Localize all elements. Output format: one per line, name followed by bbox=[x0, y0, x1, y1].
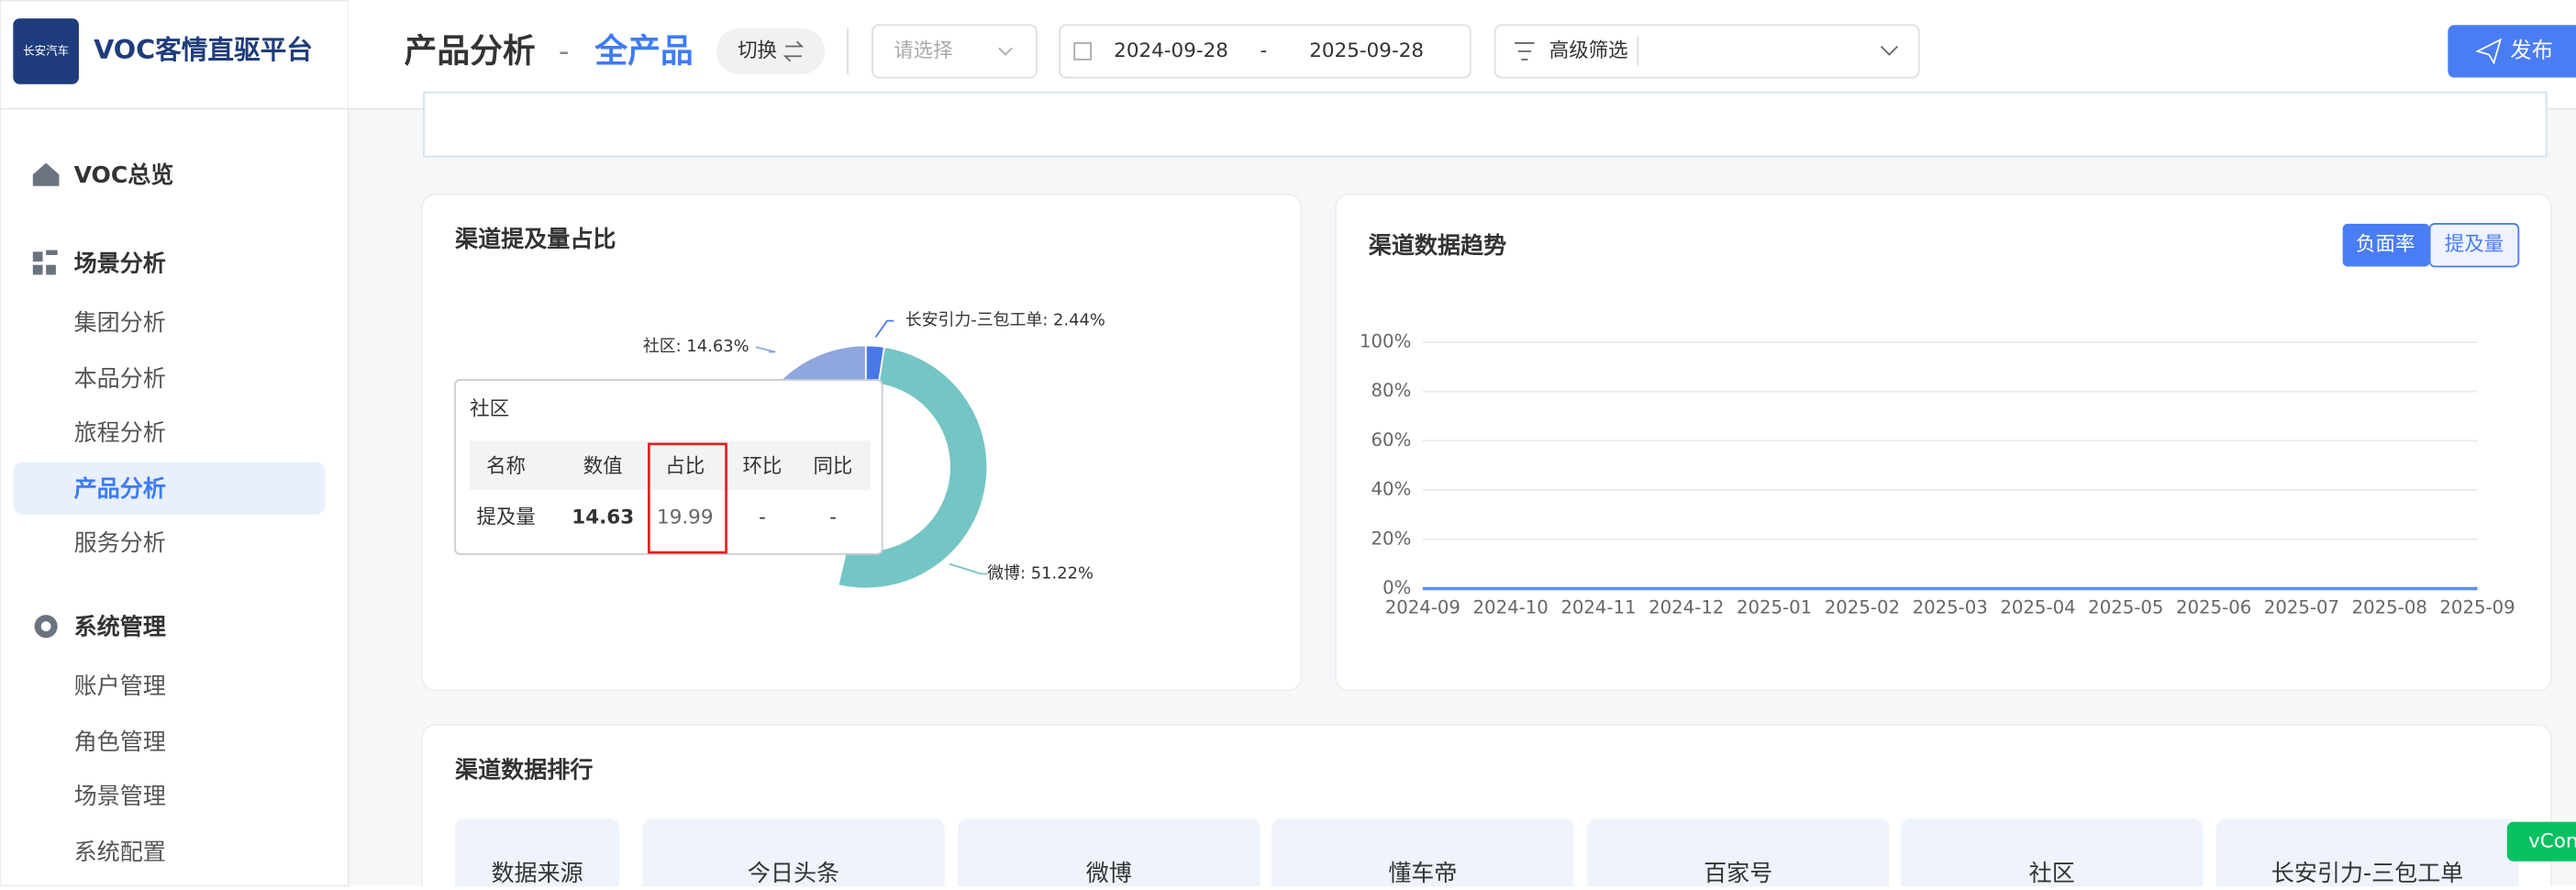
menu-item[interactable]: VOC总览 bbox=[74, 161, 174, 188]
pie-label: 长安引力-三包工单: 2.44% bbox=[905, 311, 1105, 330]
ranking-header: 今日头条 bbox=[748, 860, 839, 886]
ranking-header: 微博 bbox=[1086, 860, 1132, 886]
tooltip-cell: 14.63 bbox=[572, 506, 634, 528]
tooltip-header: 环比 bbox=[742, 455, 782, 478]
submenu-item[interactable]: 系统配置 bbox=[74, 839, 166, 865]
submenu-item[interactable]: 旅程分析 bbox=[74, 419, 166, 446]
x-tick-label: 2025-07 bbox=[2264, 596, 2339, 617]
tooltip-title: 社区 bbox=[470, 397, 509, 420]
y-tick-label: 0% bbox=[1382, 577, 1411, 598]
ranking-header: 长安引力-三包工单 bbox=[2271, 860, 2464, 886]
separator: - bbox=[559, 34, 570, 69]
ranking-header: 懂车帝 bbox=[1388, 860, 1457, 886]
date-end[interactable]: 2025-09-28 bbox=[1309, 39, 1424, 62]
ranking-cell bbox=[958, 818, 1260, 890]
x-tick-label: 2025-06 bbox=[2176, 596, 2251, 617]
y-tick-label: 20% bbox=[1371, 528, 1412, 549]
x-tick-label: 2025-09 bbox=[2439, 596, 2515, 617]
card-title: 渠道数据趋势 bbox=[1369, 232, 1506, 259]
pie-label: 微博: 51.22% bbox=[987, 563, 1094, 583]
vconsole-button[interactable]: vCon bbox=[2528, 829, 2576, 852]
leader-line bbox=[874, 319, 894, 339]
y-tick-label: 60% bbox=[1371, 429, 1412, 451]
switch-button[interactable]: 切换 bbox=[738, 39, 777, 62]
tooltip-header: 名称 bbox=[486, 455, 526, 478]
tooltip-header: 占比 bbox=[665, 455, 705, 478]
submenu-item[interactable]: 账户管理 bbox=[74, 673, 166, 699]
tooltip-cell: 提及量 bbox=[476, 506, 535, 528]
x-tick-label: 2024-12 bbox=[1649, 596, 1724, 617]
ranking-header: 数据来源 bbox=[491, 860, 583, 886]
card-title: 渠道提及量占比 bbox=[455, 226, 616, 252]
ranking-cell bbox=[642, 818, 945, 890]
y-tick-label: 80% bbox=[1371, 380, 1412, 401]
publish-button[interactable]: 发布 bbox=[2510, 38, 2553, 62]
x-tick-label: 2025-08 bbox=[2352, 596, 2427, 617]
tooltip-header: 数值 bbox=[583, 455, 623, 478]
ranking-cell bbox=[455, 818, 620, 890]
toggle-button[interactable]: 提及量 bbox=[2445, 233, 2504, 256]
x-tick-label: 2025-02 bbox=[1825, 596, 1900, 617]
x-tick-label: 2025-04 bbox=[2000, 596, 2075, 617]
scope: 全产品 bbox=[594, 32, 693, 71]
pie-label: 社区: 14.63% bbox=[643, 337, 749, 356]
brand: VOC客情直驱平台 bbox=[94, 34, 313, 65]
logo: 长安汽车 bbox=[23, 43, 69, 57]
x-tick-label: 2025-01 bbox=[1737, 596, 1812, 617]
date-separator: - bbox=[1260, 39, 1268, 62]
leader-line bbox=[949, 562, 988, 575]
menu-item[interactable]: 系统管理 bbox=[74, 613, 166, 640]
submenu-item[interactable]: 服务分析 bbox=[74, 529, 166, 556]
tooltip-cell: - bbox=[829, 506, 837, 528]
submenu-item[interactable]: 角色管理 bbox=[74, 729, 166, 755]
ranking-header: 百家号 bbox=[1704, 860, 1772, 886]
ranking-cell bbox=[1271, 818, 1574, 890]
pie-segment bbox=[837, 345, 989, 590]
toggle-button[interactable]: 负面率 bbox=[2356, 233, 2415, 256]
y-tick-label: 100% bbox=[1360, 330, 1411, 351]
ranking-header: 社区 bbox=[2029, 860, 2075, 886]
x-tick-label: 2025-03 bbox=[1913, 596, 1988, 617]
tooltip-cell: 19.99 bbox=[657, 506, 713, 528]
leader-line bbox=[755, 346, 776, 353]
submenu-item-active[interactable]: 产品分析 bbox=[74, 475, 166, 502]
select[interactable]: 请选择 bbox=[894, 39, 952, 62]
tooltip-header: 同比 bbox=[813, 455, 852, 478]
submenu-item[interactable]: 场景管理 bbox=[74, 783, 166, 809]
ranking-cell bbox=[2215, 818, 2519, 890]
x-tick-label: 2024-11 bbox=[1560, 596, 1636, 617]
page-title: 产品分析 bbox=[405, 33, 536, 71]
tooltip-cell: - bbox=[759, 506, 766, 528]
card-title: 渠道数据排行 bbox=[455, 756, 593, 783]
menu-item[interactable]: 场景分析 bbox=[74, 250, 166, 277]
filter[interactable]: 高级筛选 bbox=[1549, 39, 1628, 62]
date-start[interactable]: 2024-09-28 bbox=[1114, 39, 1228, 62]
ranking-cell bbox=[1900, 818, 2204, 890]
ranking-cell bbox=[1586, 818, 1890, 890]
x-tick-label: 2024-10 bbox=[1473, 596, 1549, 617]
x-tick-label: 2025-05 bbox=[2088, 596, 2163, 617]
submenu-item[interactable]: 集团分析 bbox=[74, 309, 166, 336]
submenu-item[interactable]: 本品分析 bbox=[74, 365, 166, 392]
x-tick-label: 2024-09 bbox=[1385, 596, 1460, 617]
y-tick-label: 40% bbox=[1371, 479, 1412, 500]
